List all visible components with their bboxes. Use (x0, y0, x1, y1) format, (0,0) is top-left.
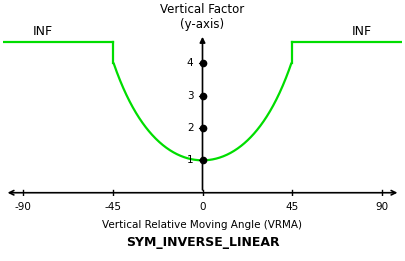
Text: 4: 4 (187, 58, 194, 68)
Text: INF: INF (33, 25, 53, 38)
Text: 0: 0 (199, 202, 206, 212)
Text: -45: -45 (104, 202, 121, 212)
Text: SYM_INVERSE_LINEAR: SYM_INVERSE_LINEAR (126, 236, 279, 250)
Text: 1: 1 (187, 155, 194, 165)
Text: 2: 2 (187, 123, 194, 133)
Text: 3: 3 (187, 91, 194, 100)
Text: 90: 90 (376, 202, 389, 212)
Text: Vertical Relative Moving Angle (VRMA): Vertical Relative Moving Angle (VRMA) (102, 220, 303, 230)
Text: 45: 45 (286, 202, 299, 212)
Text: Vertical Factor
(y-axis): Vertical Factor (y-axis) (160, 3, 245, 31)
Text: INF: INF (352, 25, 372, 38)
Text: -90: -90 (14, 202, 31, 212)
